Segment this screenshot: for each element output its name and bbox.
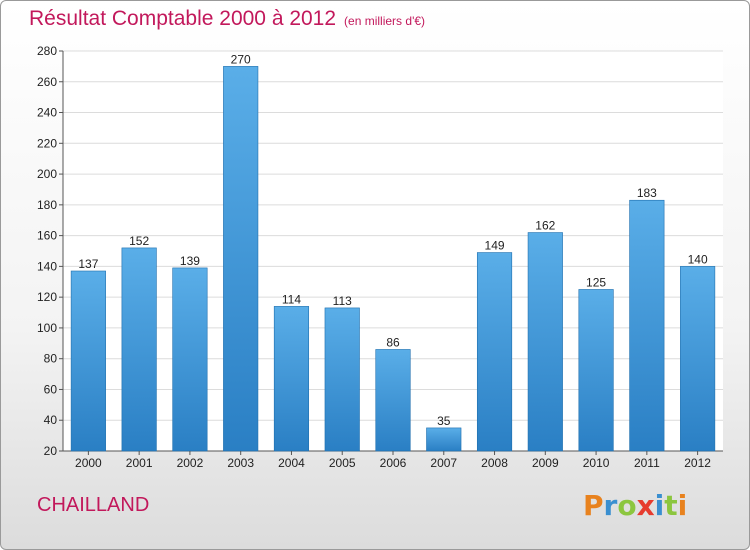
value-label-2005: 113	[333, 294, 352, 308]
x-tick-label-2004: 2004	[278, 456, 305, 470]
y-tick-label: 80	[44, 352, 58, 366]
value-label-2011: 183	[637, 186, 657, 200]
value-label-2012: 140	[688, 252, 708, 266]
logo-letter-6: i	[677, 489, 688, 522]
bar-2010	[578, 289, 614, 452]
commune-name: CHAILLAND	[37, 494, 150, 516]
y-tick-label: 40	[44, 413, 58, 427]
value-label-2003: 270	[231, 52, 251, 66]
bar-2003	[223, 66, 259, 452]
x-tick-label-2008: 2008	[481, 456, 508, 470]
bar-2002	[172, 267, 208, 452]
y-tick-label: 280	[37, 44, 57, 58]
x-tick-label-2000: 2000	[75, 456, 102, 470]
x-tick-label-2003: 2003	[227, 456, 254, 470]
bar-2001	[121, 247, 157, 452]
y-tick-label: 200	[37, 167, 57, 181]
logo-letter-2: o	[617, 489, 637, 522]
y-tick-label: 260	[37, 75, 57, 89]
logo-letter-5: t	[664, 489, 678, 522]
value-label-2001: 152	[129, 234, 149, 248]
y-tick-label: 60	[44, 382, 58, 396]
bar-2007	[426, 427, 462, 452]
logo-letter-3: x	[636, 489, 655, 522]
logo-letter-4: i	[654, 489, 665, 522]
bar-2011	[629, 199, 665, 452]
y-tick-label: 160	[37, 229, 57, 243]
bar-2005	[324, 307, 360, 452]
bar-2008	[476, 252, 513, 452]
value-label-2000: 137	[78, 257, 98, 271]
x-tick-label-2007: 2007	[430, 456, 457, 470]
proxiti-logo: Proxiti	[583, 489, 687, 522]
y-tick-label: 180	[37, 198, 57, 212]
bar-2004	[273, 306, 310, 452]
x-tick-label-2011: 2011	[634, 456, 660, 470]
y-tick-label: 240	[37, 106, 57, 120]
x-tick-label-2009: 2009	[532, 456, 559, 470]
chart-title: Résultat Comptable 2000 à 2012 (en millie…	[29, 7, 425, 31]
x-tick-label-2001: 2001	[126, 456, 153, 470]
bar-2009	[527, 232, 563, 452]
x-tick-label-2002: 2002	[177, 456, 204, 470]
chart-title-unit: (en milliers d'€)	[344, 14, 426, 28]
value-label-2008: 149	[485, 239, 505, 253]
bar-2012	[680, 266, 716, 452]
x-tick-label-2012: 2012	[684, 456, 711, 470]
logo-letter-0: P	[583, 489, 604, 522]
x-tick-label-2005: 2005	[329, 456, 356, 470]
y-tick-label: 120	[37, 290, 57, 304]
y-tick-label: 100	[37, 321, 57, 335]
x-tick-label-2006: 2006	[380, 456, 407, 470]
x-tick-label-2010: 2010	[583, 456, 610, 470]
bar-2000	[70, 270, 106, 452]
value-label-2004: 114	[282, 292, 301, 306]
value-label-2009: 162	[535, 219, 555, 233]
value-label-2002: 139	[180, 254, 200, 268]
y-tick-label: 140	[37, 259, 57, 273]
chart-title-text: Résultat Comptable 2000 à 2012	[29, 7, 337, 30]
value-label-2010: 125	[586, 275, 606, 289]
value-label-2006: 86	[386, 335, 400, 349]
value-label-2007: 35	[437, 414, 451, 428]
bar-2006	[375, 349, 411, 452]
y-tick-label: 20	[44, 444, 58, 458]
logo-letter-1: r	[603, 489, 618, 522]
y-tick-label: 220	[37, 136, 57, 150]
